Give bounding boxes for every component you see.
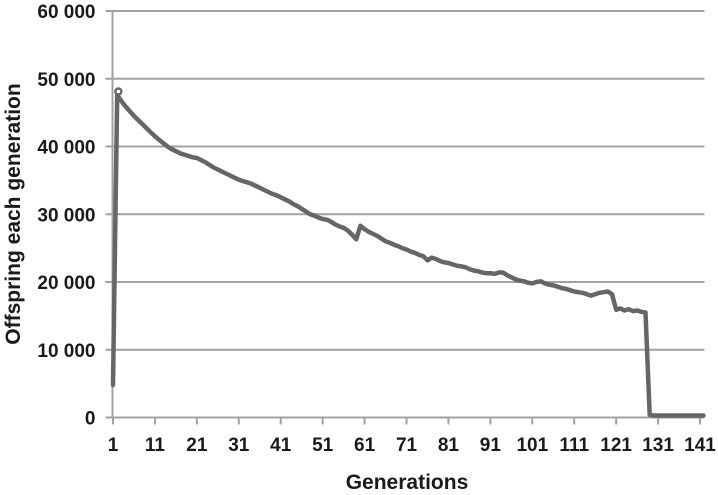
y-tick-label: 10 000 (37, 341, 95, 362)
y-axis-title: Offspring each generation (2, 83, 25, 344)
x-tick-label: 11 (145, 435, 166, 456)
x-tick-label: 111 (559, 435, 589, 456)
series-line (110, 92, 706, 418)
x-tick-label: 81 (438, 435, 460, 456)
x-tick-label: 41 (270, 435, 292, 456)
x-tick-label: 91 (480, 435, 502, 456)
x-axis-title: Generations (346, 471, 469, 494)
y-tick-label: 0 (85, 409, 96, 430)
x-axis-tick-marks (112, 417, 702, 425)
x-tick-label: 61 (354, 435, 376, 456)
y-tick-label: 40 000 (37, 138, 95, 159)
y-tick-label: 60 000 (37, 2, 95, 23)
x-tick-label: 1 (108, 435, 119, 456)
x-tick-label: 101 (516, 435, 548, 456)
x-tick-label: 121 (600, 435, 632, 456)
x-tick-label: 71 (396, 435, 418, 456)
y-tick-label: 30 000 (37, 205, 95, 226)
y-tick-label: 20 000 (37, 273, 95, 294)
x-tick-label: 141 (684, 435, 716, 456)
x-tick-label: 131 (642, 435, 674, 456)
y-tick-label: 50 000 (37, 70, 95, 91)
x-axis-tick-labels: 1 11 21 31 41 51 61 71 81 91 101 111 121 131 141 (108, 435, 717, 456)
y-axis-tick-labels: 0 10 000 20 000 30 000 40 000 50 000 60 000 (37, 2, 95, 430)
x-tick-label: 21 (186, 435, 208, 456)
peak-loop-marker (114, 87, 123, 96)
x-tick-label: 51 (312, 435, 334, 456)
x-tick-label: 31 (228, 435, 250, 456)
gridlines (112, 10, 705, 419)
